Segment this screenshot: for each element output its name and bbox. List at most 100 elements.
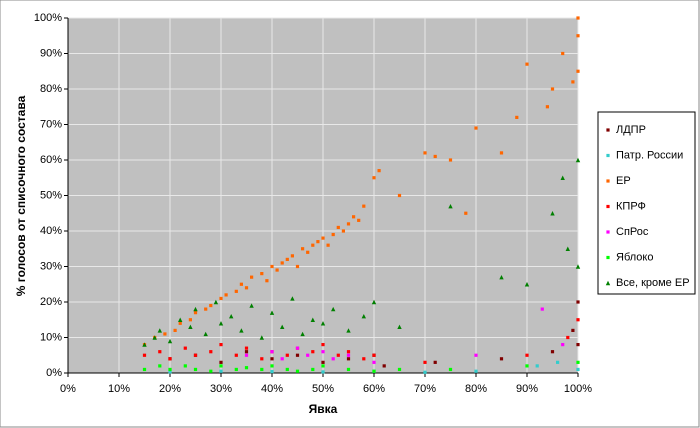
point <box>244 366 249 370</box>
point <box>249 303 254 308</box>
point <box>178 321 182 325</box>
point <box>377 169 381 173</box>
point <box>290 296 295 301</box>
point <box>244 350 249 354</box>
point <box>275 268 279 272</box>
point <box>525 364 529 368</box>
point <box>515 115 519 119</box>
point <box>372 176 376 180</box>
y-tick-label: 100% <box>34 12 62 24</box>
point <box>168 357 172 361</box>
point <box>362 204 366 208</box>
point <box>234 353 238 357</box>
point <box>213 299 219 305</box>
point <box>310 317 315 322</box>
point <box>178 317 183 322</box>
point <box>561 343 565 347</box>
y-tick-label: 50% <box>40 189 62 201</box>
point <box>260 272 264 276</box>
point <box>352 215 356 219</box>
point <box>142 342 147 347</box>
point <box>362 357 366 361</box>
point <box>321 360 325 364</box>
point <box>295 353 300 357</box>
point <box>280 324 285 330</box>
point <box>474 126 478 130</box>
x-tick-label: 0% <box>60 383 76 395</box>
point <box>316 240 320 244</box>
legend <box>597 111 696 295</box>
point <box>295 346 300 350</box>
point <box>524 282 530 287</box>
point <box>260 367 264 372</box>
point <box>474 369 478 373</box>
legend-label: ЕР <box>616 175 631 187</box>
point <box>474 353 478 357</box>
point <box>371 299 377 305</box>
x-tick-label: 20% <box>159 383 181 395</box>
point <box>575 264 581 269</box>
point <box>361 314 366 319</box>
point <box>209 303 213 308</box>
point <box>265 279 269 283</box>
y-tick-label: 40% <box>40 225 62 237</box>
point <box>576 360 580 364</box>
point <box>540 307 544 311</box>
point <box>331 357 335 361</box>
point <box>183 346 187 350</box>
point <box>331 306 336 312</box>
point <box>525 353 529 357</box>
point <box>209 369 213 373</box>
point <box>168 367 172 372</box>
point <box>250 275 254 279</box>
point <box>397 193 402 198</box>
point <box>448 367 453 372</box>
point <box>158 350 162 354</box>
point <box>550 350 555 354</box>
y-tick-label: 10% <box>40 331 62 343</box>
point <box>244 353 249 357</box>
point <box>173 328 177 332</box>
point <box>550 211 555 216</box>
point <box>193 306 198 312</box>
point <box>346 222 351 226</box>
point <box>239 328 244 333</box>
point <box>321 343 325 347</box>
point <box>346 357 351 361</box>
point <box>300 331 305 337</box>
point <box>301 247 305 251</box>
x-tick-label: 40% <box>261 383 283 395</box>
legend-marker <box>606 230 610 234</box>
point <box>219 369 223 373</box>
x-tick-label: 90% <box>516 383 538 395</box>
legend-marker <box>606 128 610 132</box>
point <box>561 51 565 56</box>
point <box>326 243 330 247</box>
y-tick-label: 30% <box>40 260 62 272</box>
point <box>218 321 224 326</box>
point <box>260 357 264 361</box>
point <box>336 353 340 357</box>
point <box>204 307 208 311</box>
point <box>576 343 580 347</box>
point <box>423 370 427 374</box>
point <box>576 318 580 322</box>
point <box>320 321 326 326</box>
point <box>499 357 504 361</box>
legend-marker <box>606 179 610 183</box>
point <box>270 350 274 354</box>
point <box>576 69 580 73</box>
y-tick-label: 90% <box>40 47 62 59</box>
x-tick-label: 60% <box>363 383 385 395</box>
point <box>372 353 376 357</box>
legend-label: Яблоко <box>616 251 653 263</box>
point <box>499 151 504 155</box>
point <box>157 328 162 333</box>
point <box>270 264 274 269</box>
y-tick-label: 70% <box>40 118 62 130</box>
point <box>464 211 468 215</box>
point <box>270 357 274 361</box>
point <box>209 350 213 354</box>
point <box>535 364 539 368</box>
point <box>576 34 580 38</box>
